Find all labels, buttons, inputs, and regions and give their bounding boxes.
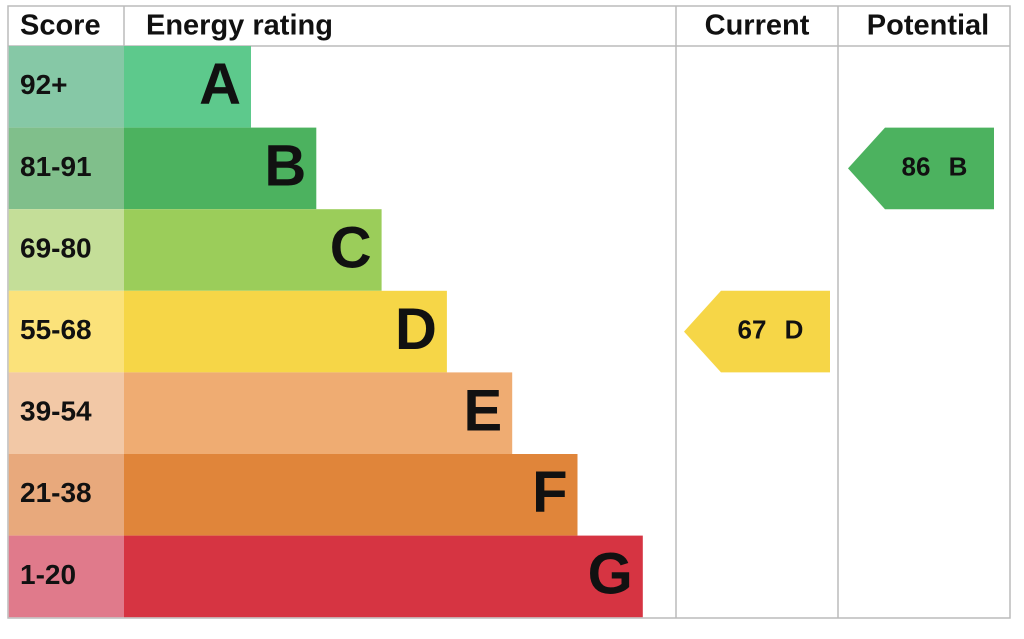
band-letter: C (330, 215, 372, 280)
rating-bar (124, 535, 643, 618)
potential-letter: B (949, 151, 968, 181)
header-current: Current (705, 10, 810, 42)
current-value: 67 (738, 314, 767, 344)
rating-bar (124, 127, 317, 210)
current-arrow (684, 290, 830, 373)
score-label: 21-38 (20, 477, 92, 508)
rating-bar (124, 372, 513, 454)
band-letter: G (588, 542, 633, 607)
score-label: 39-54 (20, 396, 92, 427)
score-cell (8, 46, 124, 128)
score-label: 92+ (20, 69, 68, 100)
band-letter: B (264, 134, 306, 199)
frame (7, 5, 1011, 619)
band-letter: D (395, 297, 437, 362)
band-letter: A (199, 52, 241, 117)
current-letter: D (785, 314, 804, 344)
score-cell (8, 372, 124, 454)
score-label: 1-20 (20, 559, 76, 590)
rating-bar (124, 290, 447, 373)
potential-arrow (848, 127, 994, 210)
score-cell (8, 454, 124, 536)
header-rating: Energy rating (146, 10, 333, 42)
potential-value: 86 (902, 151, 931, 181)
score-cell (8, 535, 124, 618)
band-letter: F (532, 460, 567, 525)
header-potential: Potential (867, 10, 989, 42)
header-score: Score (20, 10, 101, 42)
score-label: 55-68 (20, 314, 92, 345)
score-cell (8, 127, 124, 210)
score-cell (8, 209, 124, 291)
rating-bar (124, 46, 251, 128)
score-cell (8, 290, 124, 373)
band-letter: E (464, 379, 503, 444)
rating-bar (124, 454, 578, 536)
score-label: 81-91 (20, 151, 92, 182)
score-label: 69-80 (20, 232, 92, 263)
rating-bar (124, 209, 382, 291)
